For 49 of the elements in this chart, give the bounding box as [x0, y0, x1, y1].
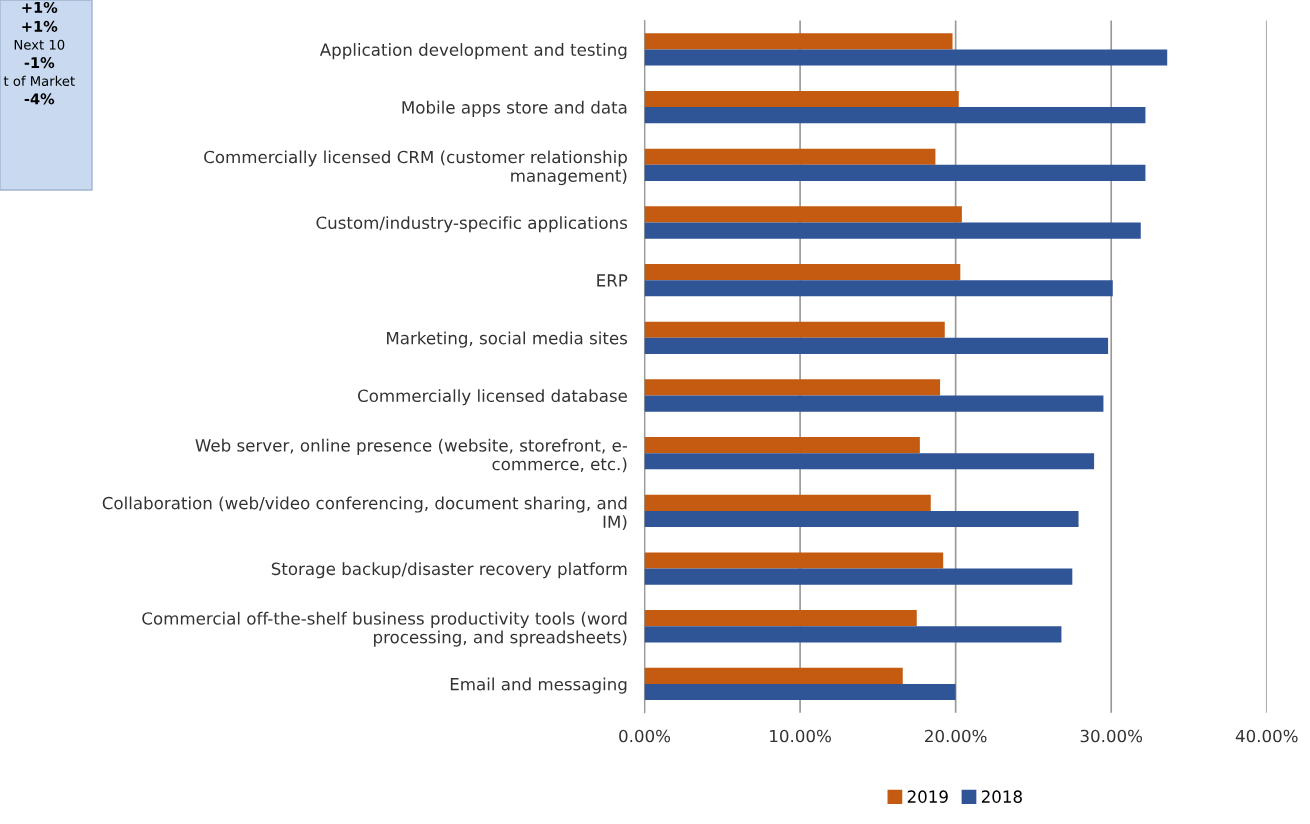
- y-tick-label: ERP: [597, 274, 628, 287]
- x-tick-label: 10.00%: [770, 729, 831, 743]
- bar: [644, 626, 1062, 643]
- text: +1%: [22, 1, 58, 13]
- bar: [644, 222, 1141, 239]
- y-tick-label: Commercial off-the-shelf business productivity tools (word processing, and spreadsheets): [142, 611, 627, 647]
- bar: [644, 510, 1079, 528]
- bar: [644, 667, 903, 684]
- legend-label: 2018: [981, 790, 1022, 803]
- bar: [644, 395, 1104, 412]
- bar: [644, 90, 959, 108]
- y-tick-label: Custom/industry-specific applications: [316, 216, 628, 233]
- x-tick-label: 40.00%: [1235, 729, 1298, 743]
- y-tick-label: Application development and testing: [319, 43, 627, 60]
- bar: [644, 49, 1168, 66]
- bar: [644, 264, 961, 281]
- y-tick-label: Commercially licensed CRM (customer relationship management): [204, 150, 627, 186]
- bar: [644, 568, 1073, 585]
- y-tick-label: Storage backup/disaster recovery platform: [271, 562, 627, 579]
- bar: [644, 437, 920, 454]
- bar: [644, 610, 917, 627]
- y-tick-label: Collaboration (web/video conferencing, document sharing, and IM): [102, 496, 627, 531]
- x-tick-label: 30.00%: [1080, 729, 1143, 743]
- bar: [644, 206, 962, 223]
- y-tick-label: Mobile apps store and data: [402, 100, 627, 117]
- text: +1%: [22, 20, 58, 32]
- text: -4%: [24, 93, 55, 105]
- legend-label: 2019: [907, 790, 948, 803]
- bar: [644, 337, 1109, 354]
- y-tick-label: Commercially licensed database: [357, 389, 627, 406]
- bar: [644, 321, 945, 338]
- bar: [644, 379, 941, 396]
- bar: [644, 494, 931, 511]
- bar: [644, 148, 936, 165]
- y-tick-label: Email and messaging: [450, 677, 627, 694]
- bar: [644, 683, 956, 701]
- bar: [644, 453, 1095, 470]
- bar: [644, 280, 1113, 297]
- text: Next 10: [14, 39, 65, 50]
- bar: [644, 107, 1146, 124]
- x-tick-label: 0.00%: [619, 729, 671, 743]
- bar: [644, 552, 944, 569]
- bar: [644, 33, 953, 50]
- text: -1%: [24, 57, 55, 69]
- bar: [644, 164, 1146, 181]
- x-tick-label: 20.00%: [925, 729, 987, 743]
- y-tick-label: Web server, online presence (website, storefront, e- commerce, etc.): [195, 438, 628, 473]
- y-tick-label: Marketing, social media sites: [387, 331, 628, 348]
- text: t of Market: [3, 75, 75, 87]
